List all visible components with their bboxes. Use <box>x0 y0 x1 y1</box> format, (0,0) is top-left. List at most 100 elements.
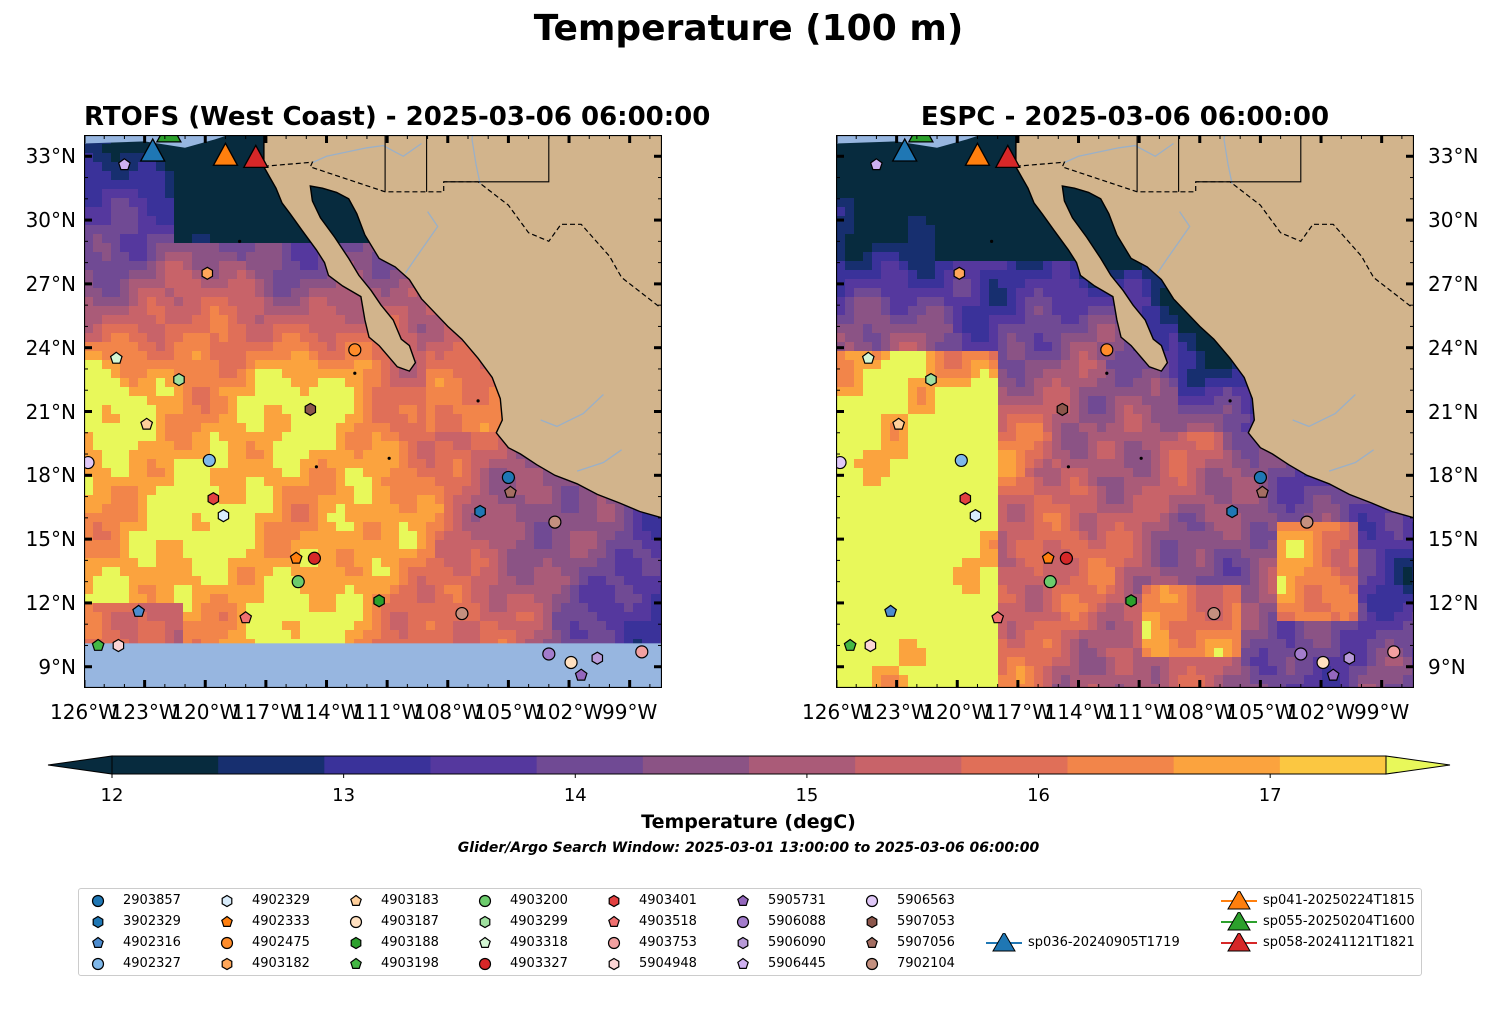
legend-label: 2903857 <box>123 893 181 908</box>
colorbar-tick-label: 12 <box>100 785 124 806</box>
colorbar-extend-high <box>1385 755 1451 775</box>
legend-marker <box>349 915 363 929</box>
rtofs-float-4903187 <box>564 655 578 670</box>
rtofs-lat-tick-label: 9°N <box>38 654 76 679</box>
espc-float-5904948 <box>864 638 877 653</box>
colorbar-tick-label: 15 <box>795 785 819 806</box>
legend-swatch <box>1221 912 1257 931</box>
legend-swatch <box>866 915 878 929</box>
legend-swatch <box>608 957 620 971</box>
rtofs-river <box>540 394 604 428</box>
legend-swatch <box>737 957 749 969</box>
rtofs-river <box>404 211 439 274</box>
espc-float-4903183 <box>892 417 906 430</box>
espc-float-4903327 <box>1059 551 1073 565</box>
espc-land <box>1015 135 1414 519</box>
espc-float-4903401 <box>959 492 972 506</box>
legend-marker <box>92 915 104 929</box>
rtofs-lat-tick-label: 33°N <box>25 144 76 169</box>
rtofs-glider-sp041-20250224T1815 <box>212 141 239 166</box>
legend-swatch <box>349 915 363 929</box>
espc-lat-tick-label: 21°N <box>1428 399 1479 424</box>
espc-lat-tick-label: 15°N <box>1428 527 1479 552</box>
rtofs-lat-tick-label: 18°N <box>25 463 76 488</box>
legend-label: 4903187 <box>381 914 439 929</box>
legend-label: 5907053 <box>897 914 955 929</box>
rtofs-lon-tick-label: 126°W <box>50 700 118 724</box>
espc-lon-tick-label: 105°W <box>1226 700 1295 724</box>
rtofs-lat-tick-label: 12°N <box>25 590 76 615</box>
legend-marker <box>865 894 879 908</box>
legend-label: 4903182 <box>252 956 310 971</box>
espc-float-4903318 <box>861 351 875 364</box>
rtofs-float-3902329 <box>474 504 486 519</box>
espc-lat-tick-label: 27°N <box>1428 271 1479 296</box>
legend-marker <box>608 894 620 908</box>
espc-island <box>1105 371 1109 375</box>
legend-marker <box>220 936 234 950</box>
rtofs-float-4902475 <box>348 343 362 357</box>
legend-swatch <box>91 894 105 908</box>
rtofs-glider-sp036-20240905T1719 <box>139 137 166 162</box>
rtofs-float-7902104b <box>455 606 469 621</box>
legend: 2903857 3902329 4902316 4902327 4902329 49023… <box>78 888 1422 976</box>
legend-marker <box>91 894 105 908</box>
espc-river <box>1156 211 1191 274</box>
rtofs-lon-tick-label: 111°W <box>353 700 422 724</box>
rtofs-river <box>576 449 622 472</box>
espc-glider-sp055-20250204T1600 <box>907 135 934 143</box>
rtofs-float-4903318 <box>109 351 123 364</box>
espc-lon-tick-label: 114°W <box>1044 700 1113 724</box>
legend-marker <box>865 957 879 971</box>
rtofs-country-border <box>263 161 661 308</box>
legend-marker <box>350 957 362 969</box>
rtofs-float-5907053 <box>304 402 317 417</box>
rtofs-float-4902327 <box>202 453 216 468</box>
rtofs-lon-tick-label: 108°W <box>413 700 482 724</box>
colorbar-frame <box>111 755 1387 775</box>
legend-marker <box>607 936 621 950</box>
legend-marker <box>221 957 233 971</box>
legend-swatch <box>92 936 104 948</box>
rtofs-float-2903857 <box>501 470 516 485</box>
rtofs-float-4903183 <box>140 417 154 430</box>
rtofs-float-4902333 <box>289 551 303 564</box>
legend-swatch <box>478 957 492 971</box>
colorbar-segment <box>1067 756 1175 774</box>
legend-marker <box>350 894 362 906</box>
espc-lat-tick-label: 33°N <box>1428 144 1479 169</box>
legend-label: 5907056 <box>897 935 955 950</box>
espc-float-4902329 <box>969 509 982 523</box>
espc-float-5906445 <box>869 158 883 171</box>
espc-float-4903200 <box>1043 575 1057 589</box>
legend-marker <box>479 915 491 929</box>
espc-river <box>1328 449 1374 472</box>
rtofs-map <box>84 135 662 688</box>
colorbar-tick-label: 16 <box>1027 785 1050 806</box>
legend-swatch <box>478 894 492 908</box>
rtofs-float-5906445 <box>117 158 131 171</box>
rtofs-float-4903753 <box>635 645 649 659</box>
espc-lat-tick-label: 9°N <box>1428 654 1466 679</box>
legend-label: 5904948 <box>639 956 697 971</box>
rtofs-float-4903188 <box>373 594 385 608</box>
legend-label: 4903200 <box>510 893 568 908</box>
legend-label: 5905731 <box>768 893 826 908</box>
legend-label: sp041-20250224T1815 <box>1263 893 1415 908</box>
rtofs-island <box>238 239 242 243</box>
rtofs-float-4903198 <box>91 638 105 651</box>
espc-float-7902104b <box>1207 606 1221 621</box>
legend-marker <box>608 957 620 971</box>
legend-swatch <box>1221 891 1257 910</box>
legend-label: 4903299 <box>510 914 568 929</box>
espc-float-4903182 <box>953 266 966 280</box>
espc-state-border <box>1195 135 1302 183</box>
espc-float-5905731 <box>1326 668 1340 681</box>
legend-marker <box>479 936 491 948</box>
espc-lon-tick-label: 99°W <box>1354 700 1410 724</box>
legend-label: sp036-20240905T1719 <box>1028 935 1180 950</box>
rtofs-glider-sp055-20250204T1600 <box>155 135 182 143</box>
rtofs-lat-tick-label: 30°N <box>25 208 76 233</box>
rtofs-float-4903182 <box>201 266 214 280</box>
legend-swatch <box>91 957 105 971</box>
